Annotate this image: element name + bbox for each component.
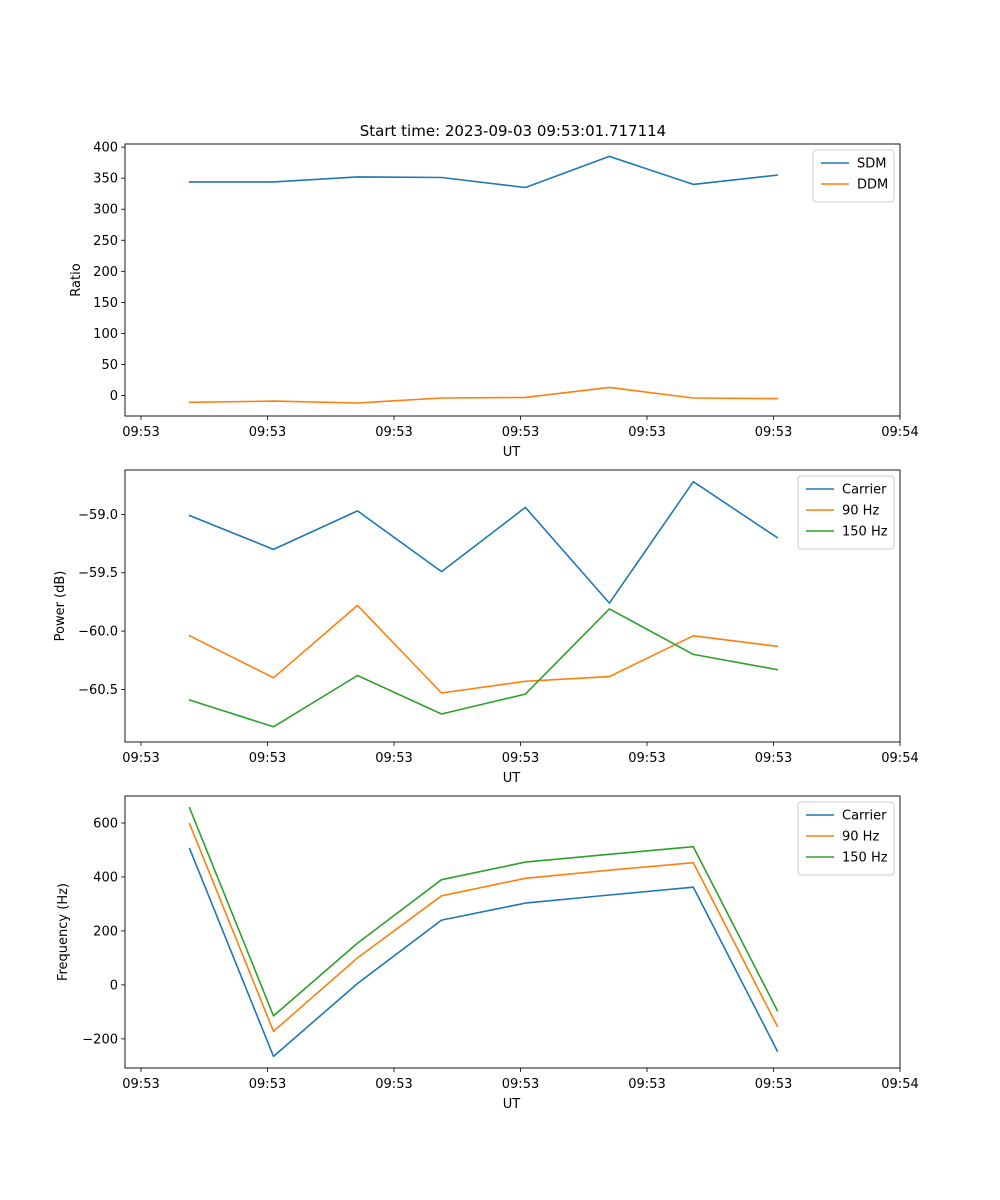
frequency-y-axis-label: Frequency (Hz)	[56, 883, 71, 981]
power-x-axis-label: UT	[503, 771, 521, 786]
frequency-x-tick-label: 09:53	[502, 1077, 539, 1092]
power-y-tick-label: −60.5	[78, 683, 118, 698]
power-axes-frame	[124, 469, 901, 743]
ratio-x-tick-label: 09:53	[249, 425, 286, 440]
frequency-plot: −200 0 200 400 600 09:53 09:53 09:53 09:53 09:53 0…	[56, 795, 919, 1112]
power-series-90-hz-line	[188, 604, 779, 694]
ratio-series-sdm-line	[188, 155, 779, 189]
frequency-legend-label: Carrier	[842, 809, 887, 824]
power-legend-label: 150 Hz	[842, 525, 888, 540]
frequency-x-tick-label: 09:53	[628, 1077, 665, 1092]
ratio-x-tick-label: 09:53	[375, 425, 412, 440]
frequency-y-tick-label: 400	[93, 870, 118, 885]
ratio-series-ddm-line	[188, 386, 779, 404]
power-y-tick-label: −59.0	[78, 508, 118, 523]
ratio-plot: 0 50 100 150 200 250 300 350 400 09:53 09:53 09:53 0…	[69, 141, 919, 460]
ratio-y-tick-label: 200	[93, 265, 118, 280]
frequency-y-tick-label: −200	[82, 1032, 118, 1047]
frequency-x-tick-label: 09:53	[249, 1077, 286, 1092]
power-plot: −60.5 −60.0 −59.5 −59.0 09:53 09:53 09:53 09:53…	[53, 469, 919, 786]
ratio-x-tick-label: 09:53	[628, 425, 665, 440]
frequency-series-carrier-line	[188, 847, 779, 1058]
ratio-y-tick-label: 350	[93, 172, 118, 187]
power-x-tick-label: 09:53	[628, 751, 665, 766]
power-series-150-hz-line	[188, 608, 779, 728]
frequency-axes-frame	[124, 795, 901, 1069]
frequency-legend-label: 150 Hz	[842, 851, 888, 866]
ratio-y-tick-label: 400	[93, 141, 118, 156]
ratio-legend-label: SDM	[857, 157, 886, 172]
power-x-tick-label: 09:53	[375, 751, 412, 766]
power-x-tick-label: 09:53	[249, 751, 286, 766]
ratio-y-tick-label: 0	[110, 389, 118, 404]
frequency-x-axis-label: UT	[503, 1097, 521, 1112]
power-series-carrier-line	[188, 480, 779, 604]
ratio-legend-label: DDM	[857, 178, 888, 193]
frequency-x-tick-label: 09:53	[122, 1077, 159, 1092]
ratio-x-tick-label: 09:53	[755, 425, 792, 440]
frequency-series-90-hz-line	[188, 822, 779, 1033]
power-x-tick-label: 09:53	[502, 751, 539, 766]
ratio-x-tick-label: 09:54	[881, 425, 918, 440]
ratio-x-axis-label: UT	[503, 445, 521, 460]
ratio-y-tick-label: 300	[93, 203, 118, 218]
power-y-tick-label: −59.5	[78, 566, 118, 581]
ratio-y-tick-label: 150	[93, 296, 118, 311]
frequency-x-tick-label: 09:53	[755, 1077, 792, 1092]
frequency-y-tick-label: 200	[93, 924, 118, 939]
ratio-x-tick-label: 09:53	[122, 425, 159, 440]
ratio-x-tick-label: 09:53	[502, 425, 539, 440]
ratio-axes-frame	[124, 143, 901, 417]
frequency-y-tick-label: 0	[110, 978, 118, 993]
ratio-y-tick-label: 250	[93, 234, 118, 249]
power-x-tick-label: 09:54	[881, 751, 918, 766]
power-legend-label: 90 Hz	[842, 504, 879, 519]
frequency-legend-label: 90 Hz	[842, 830, 879, 845]
frequency-x-tick-label: 09:53	[375, 1077, 412, 1092]
frequency-y-tick-label: 600	[93, 816, 118, 831]
power-x-tick-label: 09:53	[755, 751, 792, 766]
figure-title: Start time: 2023-09-03 09:53:01.717114	[360, 122, 666, 140]
power-y-tick-label: −60.0	[78, 625, 118, 640]
ratio-y-tick-label: 100	[93, 327, 118, 342]
power-x-tick-label: 09:53	[122, 751, 159, 766]
ratio-y-tick-label: 50	[101, 358, 118, 373]
power-y-axis-label: Power (dB)	[53, 571, 68, 642]
ratio-y-axis-label: Ratio	[69, 263, 84, 296]
frequency-series-150-hz-line	[188, 806, 779, 1017]
frequency-x-tick-label: 09:54	[881, 1077, 918, 1092]
power-legend-label: Carrier	[842, 483, 887, 498]
